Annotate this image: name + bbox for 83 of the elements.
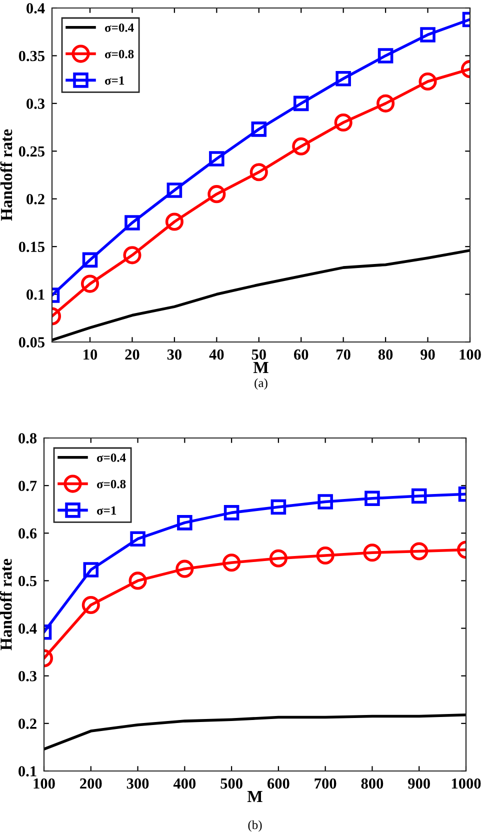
x-axis-title: M <box>247 791 262 802</box>
x-tick-label: 100 <box>460 349 481 360</box>
point <box>165 212 184 231</box>
y-tick-label: 0.3 <box>26 98 45 109</box>
x-tick-label: 20 <box>125 349 140 360</box>
x-tick-label: 100 <box>34 778 55 789</box>
y-tick-label: 0.2 <box>18 718 36 729</box>
point <box>124 215 140 230</box>
y-tick-label: 0.1 <box>18 766 36 777</box>
y-tick-label: 0.4 <box>26 3 45 14</box>
legend-label: σ=1 <box>96 506 116 515</box>
legend-label: σ=1 <box>104 76 124 85</box>
x-tick-label: 70 <box>336 349 350 360</box>
text: (b) <box>248 820 262 832</box>
point <box>80 274 100 293</box>
x-tick-label: 300 <box>126 778 149 789</box>
y-tick-label: 0.15 <box>18 242 44 252</box>
point <box>123 246 142 264</box>
y-tick-label: 0.3 <box>18 671 37 682</box>
y-tick-label: 0.6 <box>18 528 37 539</box>
point <box>250 163 268 182</box>
y-tick-label: 0.7 <box>18 480 37 492</box>
point <box>177 515 192 530</box>
x-tick-label: 200 <box>80 778 102 789</box>
point <box>378 48 394 64</box>
point <box>208 185 226 204</box>
x-tick-label: 50 <box>252 349 266 360</box>
y-tick-label: 0.8 <box>18 433 37 444</box>
text: (a) <box>254 378 268 390</box>
point <box>292 137 310 156</box>
y-axis-title: Handoff rate <box>0 558 12 650</box>
y-tick-label: 0.05 <box>18 337 44 348</box>
point <box>166 182 182 198</box>
point <box>318 494 333 510</box>
point <box>82 596 100 614</box>
point <box>293 96 309 112</box>
x-tick-label: 40 <box>209 349 224 360</box>
legend-label: σ=0.4 <box>104 23 134 32</box>
point <box>209 151 224 166</box>
x-tick-label: 1000 <box>452 778 481 789</box>
x-tick-label: 700 <box>314 778 336 789</box>
x-tick-label: 10 <box>84 349 98 360</box>
point <box>364 490 380 506</box>
legend-label: σ=0.8 <box>104 50 134 58</box>
point <box>251 122 267 137</box>
point <box>376 94 395 112</box>
point <box>224 505 240 520</box>
y-tick-label: 0.4 <box>18 623 37 634</box>
x-tick-label: 800 <box>361 778 384 789</box>
point <box>82 252 98 268</box>
x-axis-title: M <box>253 362 268 373</box>
legend-label: σ=0.8 <box>96 480 126 488</box>
x-tick-label: 500 <box>220 778 242 789</box>
y-tick-label: 0.25 <box>18 146 44 157</box>
point <box>270 499 286 515</box>
point <box>83 562 99 578</box>
x-tick-label: 30 <box>167 349 182 360</box>
point <box>130 531 146 546</box>
y-axis-title: Handoff rate <box>0 129 12 221</box>
point <box>128 572 147 590</box>
point <box>411 488 427 504</box>
point <box>176 560 194 578</box>
point <box>336 70 351 86</box>
y-tick-label: 0.2 <box>26 194 44 204</box>
x-tick-label: 80 <box>378 349 393 360</box>
y-tick-label: 0.1 <box>26 289 44 300</box>
point <box>316 546 334 565</box>
x-tick-label: 90 <box>420 349 435 360</box>
point <box>222 554 241 572</box>
y-tick-label: 0.35 <box>18 50 44 62</box>
legend-label: σ=0.4 <box>96 453 126 462</box>
line-series <box>44 713 466 751</box>
point <box>334 113 352 132</box>
y-tick-label: 0.5 <box>18 576 36 586</box>
point <box>363 544 382 562</box>
x-tick-label: 400 <box>173 778 196 789</box>
point <box>418 72 437 91</box>
x-tick-label: 900 <box>408 778 430 789</box>
x-tick-label: 60 <box>294 349 308 360</box>
x-tick-label: 600 <box>268 778 290 789</box>
point <box>269 549 288 568</box>
point <box>410 542 428 560</box>
point <box>420 27 436 42</box>
